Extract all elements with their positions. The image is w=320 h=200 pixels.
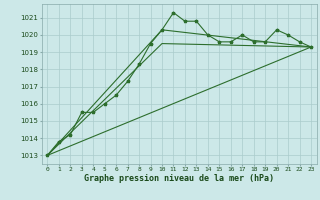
X-axis label: Graphe pression niveau de la mer (hPa): Graphe pression niveau de la mer (hPa) [84,174,274,183]
